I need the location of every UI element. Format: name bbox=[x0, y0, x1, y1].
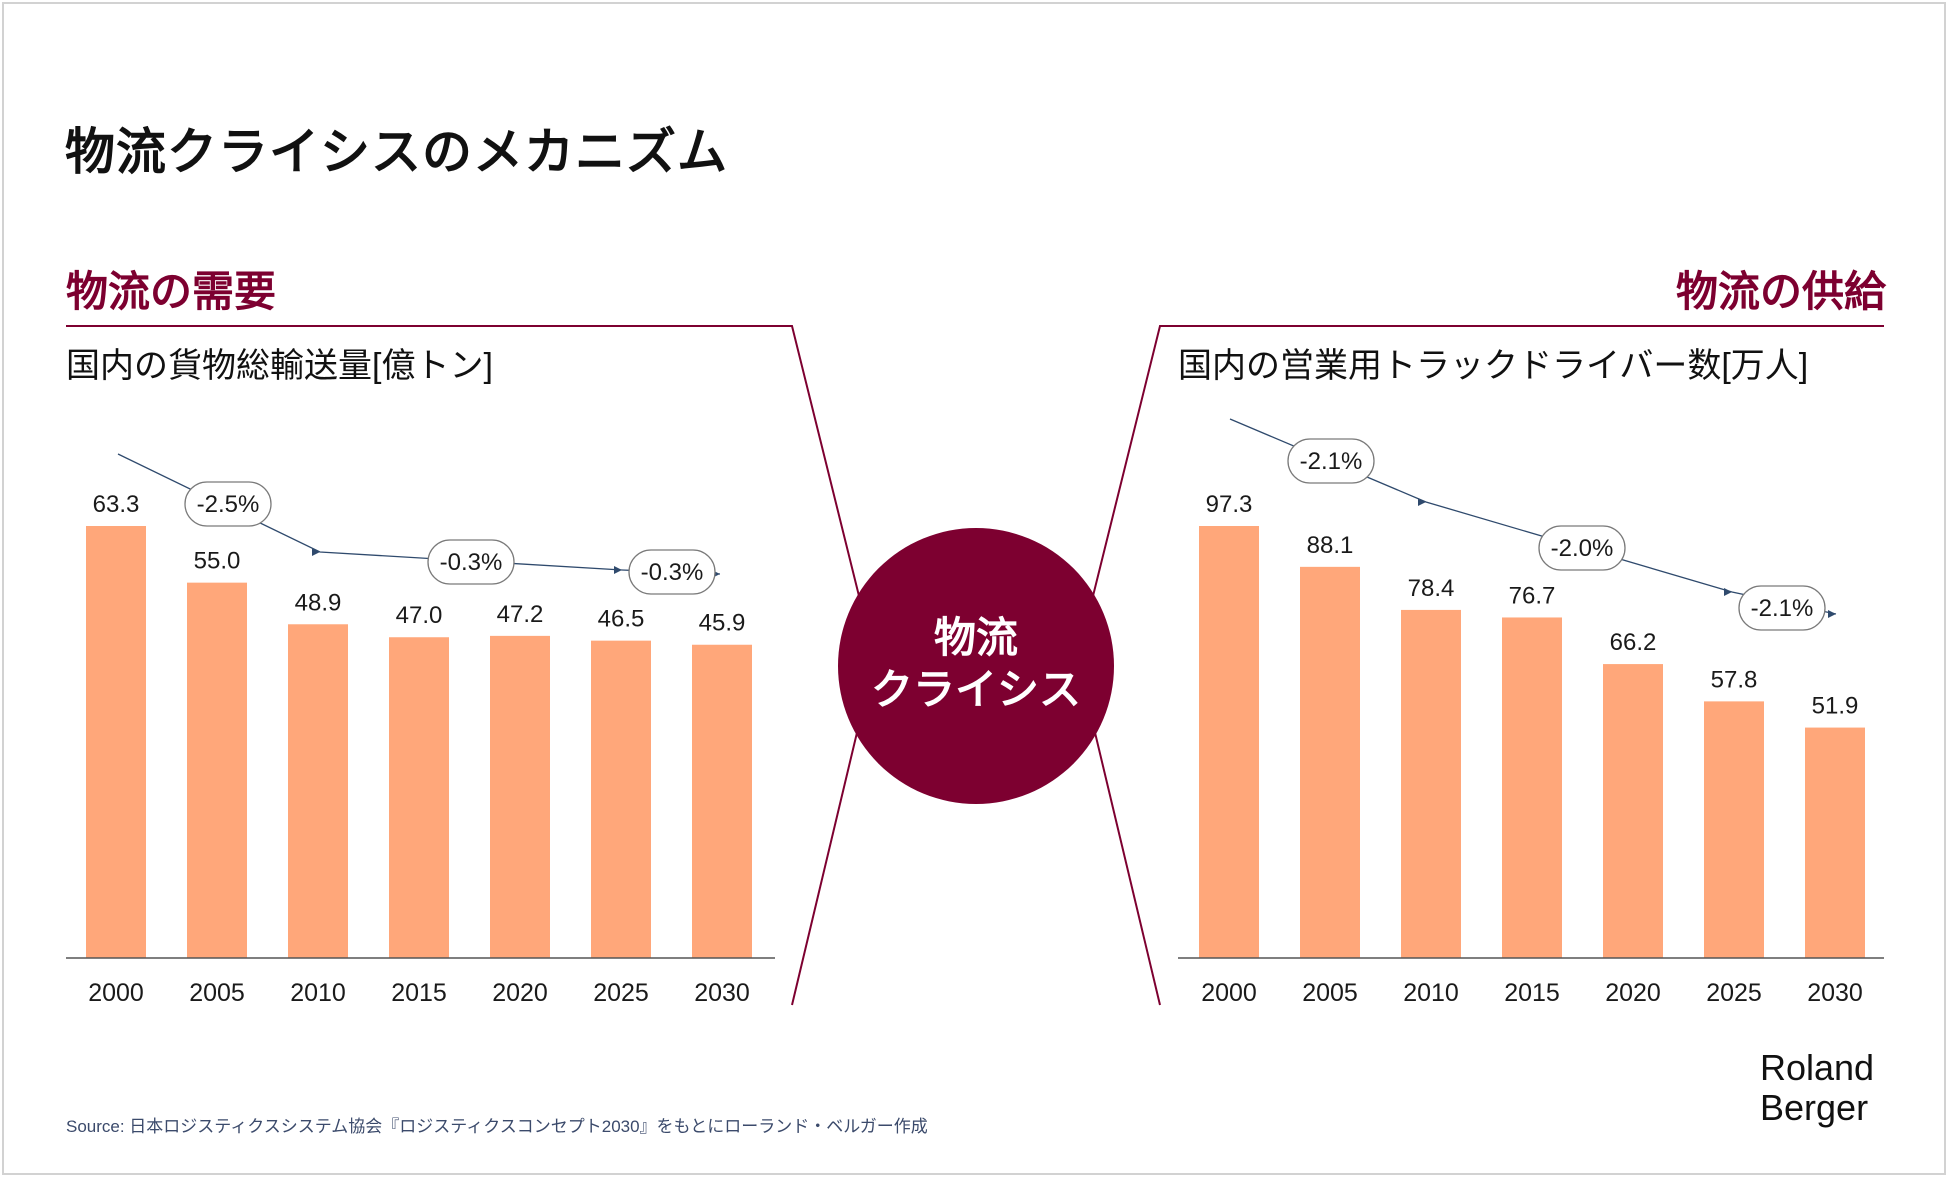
bar-2025 bbox=[591, 640, 651, 958]
trend-arrow-head bbox=[1828, 610, 1836, 618]
growth-rate-label: -2.1% bbox=[1300, 448, 1363, 475]
supply-section-title: 物流の供給 bbox=[1675, 268, 1886, 315]
trend-arrow-head bbox=[1724, 588, 1732, 596]
x-tick-label-2005: 2005 bbox=[189, 979, 245, 1007]
crisis-label-line2: クライシス bbox=[870, 666, 1081, 713]
data-label-2025: 46.5 bbox=[598, 606, 645, 633]
crisis-circle bbox=[838, 528, 1114, 804]
bar-2000 bbox=[1199, 526, 1259, 958]
bar-2010 bbox=[1401, 609, 1461, 958]
bar-2020 bbox=[490, 635, 550, 958]
bar-2005 bbox=[1300, 566, 1360, 958]
x-tick-label-2010: 2010 bbox=[1403, 979, 1459, 1007]
bar-2020 bbox=[1603, 664, 1663, 958]
data-label-2020: 47.2 bbox=[497, 601, 544, 628]
supply-connector-line bbox=[1091, 325, 1884, 601]
data-label-2015: 76.7 bbox=[1509, 582, 1556, 609]
growth-rate-label: -2.0% bbox=[1551, 535, 1614, 562]
data-label-2020: 66.2 bbox=[1610, 629, 1657, 656]
bar-2010 bbox=[288, 624, 348, 958]
growth-rate-bubble bbox=[628, 549, 716, 595]
bar-2030 bbox=[1805, 727, 1865, 958]
growth-rate-bubble bbox=[427, 539, 515, 585]
data-label-2005: 88.1 bbox=[1307, 532, 1354, 559]
x-tick-label-2010: 2010 bbox=[290, 979, 346, 1007]
data-label-2030: 51.9 bbox=[1812, 693, 1859, 720]
growth-rate-bubble bbox=[1738, 585, 1826, 631]
data-label-2005: 55.0 bbox=[194, 548, 241, 575]
demand-chart-title: 国内の貨物総輸送量[億トン] bbox=[66, 347, 493, 385]
trend-arrow-head bbox=[1418, 498, 1426, 506]
x-tick-label-2030: 2030 bbox=[694, 979, 750, 1007]
data-label-2010: 78.4 bbox=[1408, 575, 1455, 602]
data-label-2015: 47.0 bbox=[396, 602, 443, 629]
growth-rate-bubble bbox=[1287, 438, 1375, 484]
growth-rate-label: -2.1% bbox=[1751, 595, 1814, 622]
growth-rate-label: -2.5% bbox=[197, 491, 260, 518]
bar-2015 bbox=[389, 637, 449, 958]
x-tick-label-2025: 2025 bbox=[593, 979, 649, 1007]
crisis-label-line1: 物流 bbox=[933, 614, 1018, 661]
demand-connector-line bbox=[66, 325, 861, 601]
trend-arrow-head bbox=[614, 566, 622, 574]
data-label-2000: 63.3 bbox=[93, 491, 140, 518]
supply-chart-title: 国内の営業用トラックドライバー数[万人] bbox=[1178, 347, 1809, 385]
x-tick-label-2000: 2000 bbox=[1201, 979, 1257, 1007]
data-label-2000: 97.3 bbox=[1206, 491, 1253, 518]
x-tick-label-2015: 2015 bbox=[391, 979, 447, 1007]
x-tick-label-2015: 2015 bbox=[1504, 979, 1560, 1007]
growth-rate-bubble bbox=[1538, 525, 1626, 571]
x-tick-label-2000: 2000 bbox=[88, 979, 144, 1007]
roland-berger-logo: Roland Berger bbox=[1760, 1048, 1874, 1128]
trend-arrow-head bbox=[312, 548, 320, 556]
supply-connector-lower bbox=[1091, 719, 1161, 1006]
bar-2025 bbox=[1704, 701, 1764, 958]
supply-chart: 97.3 2000 88.1 2005 78.4 2010 76.7 2015 66.2 2020… bbox=[1178, 418, 1884, 1007]
bar-2005 bbox=[187, 582, 247, 958]
x-tick-label-2030: 2030 bbox=[1807, 979, 1863, 1007]
demand-connector-lower bbox=[791, 719, 861, 1006]
x-tick-label-2020: 2020 bbox=[492, 979, 548, 1007]
logo-line1: Roland bbox=[1760, 1047, 1875, 1088]
growth-rate-label: -0.3% bbox=[440, 549, 503, 576]
page-title: 物流クライシスのメカニズム bbox=[65, 124, 728, 180]
bar-2000 bbox=[86, 526, 146, 958]
bar-2015 bbox=[1502, 617, 1562, 958]
logo-line2: Berger bbox=[1760, 1087, 1869, 1128]
data-label-2010: 48.9 bbox=[295, 589, 342, 616]
growth-rate-label: -0.3% bbox=[641, 559, 704, 586]
x-tick-label-2020: 2020 bbox=[1605, 979, 1661, 1007]
growth-rate-bubble bbox=[184, 481, 272, 527]
x-tick-label-2005: 2005 bbox=[1302, 979, 1358, 1007]
connector-lines bbox=[66, 325, 1884, 1006]
bar-2030 bbox=[692, 644, 752, 958]
crisis-label: 物流 クライシス bbox=[838, 612, 1114, 716]
data-label-2030: 45.9 bbox=[699, 610, 746, 637]
x-tick-label-2025: 2025 bbox=[1706, 979, 1762, 1007]
demand-chart: 63.3 2000 55.0 2005 48.9 2010 47.0 2015 47.2 2020… bbox=[66, 453, 775, 1007]
demand-section-title: 物流の需要 bbox=[66, 268, 277, 315]
source-note: Source: 日本ロジスティクスシステム協会『ロジスティクスコンセプト2030… bbox=[66, 1117, 928, 1136]
data-label-2025: 57.8 bbox=[1711, 666, 1758, 693]
